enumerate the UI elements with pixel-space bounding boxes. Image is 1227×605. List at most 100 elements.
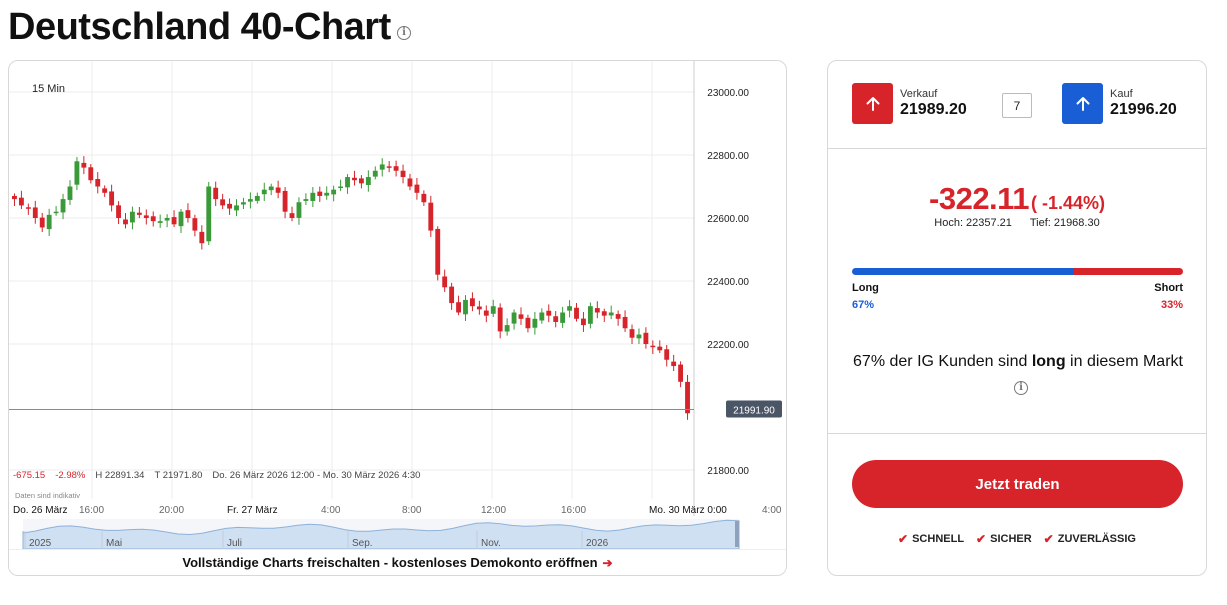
candlestick-chart[interactable]: 23000.00 22800.00 22600.00 22400.00 22200.00…	[9, 61, 787, 576]
candle-body	[289, 213, 295, 218]
y-tick-label: 22600.00	[707, 214, 749, 225]
y-tick-label: 22400.00	[707, 277, 749, 288]
candle-body	[130, 211, 135, 223]
candle-body	[428, 202, 434, 231]
candle-body	[317, 191, 323, 196]
candle-body	[310, 192, 316, 201]
x-tick-label: 4:00	[762, 505, 782, 516]
candle-body	[490, 306, 496, 314]
buy-button[interactable]	[1062, 83, 1103, 124]
sell-box[interactable]: Verkauf 21989.20	[852, 83, 967, 124]
candle-body	[39, 217, 45, 228]
x-tick-label: Fr. 27 März	[227, 505, 278, 516]
low-label: Tief:	[1029, 217, 1051, 229]
candle-body	[414, 184, 420, 193]
candle-body	[143, 215, 149, 218]
x-tick-label: 4:00	[321, 505, 341, 516]
candle-body	[470, 298, 475, 307]
candle-body	[379, 164, 385, 170]
trust-badges: ✔ SCHNELL ✔ SICHER ✔ ZUVERLÄSSIG	[828, 532, 1206, 546]
arrow-up-icon	[1076, 96, 1089, 111]
x-tick-label: Mo. 30 März 0:00	[649, 505, 727, 516]
divider	[828, 433, 1206, 434]
candle-body	[358, 178, 364, 184]
candle-body	[567, 306, 572, 311]
check-icon: ✔	[898, 532, 909, 546]
sentiment-short-fill	[1073, 268, 1183, 275]
unlock-charts-link[interactable]: Vollständige Charts freischalten - koste…	[9, 549, 786, 575]
candle-body	[407, 178, 413, 187]
candle-body	[338, 186, 344, 188]
sell-button[interactable]	[852, 83, 893, 124]
candle-body	[643, 332, 649, 344]
candle-body	[449, 286, 455, 304]
candle-body	[18, 197, 24, 206]
candle-body	[53, 211, 59, 214]
candle-body	[116, 205, 121, 218]
candle-body	[400, 170, 406, 178]
candle-body	[275, 187, 281, 193]
candle-body	[185, 210, 191, 218]
candle-body	[629, 329, 635, 338]
stats-change-pct: -2.98%	[55, 470, 86, 481]
long-label: Long	[852, 282, 879, 294]
navigator-handle	[735, 521, 739, 547]
candle-body	[393, 166, 399, 171]
sentiment-text: 67% der IG Kunden sind long in diesem Ma…	[853, 353, 1183, 395]
high-value: 22357.21	[966, 217, 1012, 229]
candle-body	[560, 312, 566, 323]
candle-body	[365, 177, 371, 185]
high-label: Hoch:	[934, 217, 964, 229]
candle-body	[220, 199, 226, 206]
page-title: Deutschland 40-Chart i	[8, 6, 411, 49]
chart-card: 23000.00 22800.00 22600.00 22400.00 22200.00…	[8, 60, 787, 576]
candle-body	[74, 161, 80, 185]
price-row: Verkauf 21989.20 7 Kauf 21996.20	[828, 61, 1206, 149]
chart-stats: -675.15 -2.98% H 22891.34 T 21971.80 Do.…	[13, 470, 420, 481]
candle-body	[601, 311, 607, 316]
change-pct: ( -1.44%)	[1030, 193, 1105, 213]
navigator-area	[22, 519, 740, 550]
candle-body	[518, 314, 524, 319]
candle-body	[282, 190, 288, 212]
buy-label: Kauf	[1110, 88, 1133, 100]
current-price-badge	[726, 400, 782, 418]
trade-now-button[interactable]: Jetzt traden	[852, 460, 1183, 508]
candle-body	[608, 312, 614, 316]
candle-body	[88, 167, 94, 181]
candle-body	[164, 218, 170, 221]
buy-box[interactable]: Kauf 21996.20	[1062, 83, 1177, 124]
x-tick-label: 8:00	[402, 505, 422, 516]
candle-body	[574, 307, 579, 319]
x-tick-label: 16:00	[561, 505, 586, 516]
candle-body	[525, 317, 531, 329]
spread-value: 7	[1002, 93, 1032, 118]
candle-body	[504, 325, 510, 332]
info-icon[interactable]: i	[1014, 380, 1028, 395]
candle-body	[12, 195, 17, 200]
info-icon[interactable]: i	[396, 25, 411, 40]
candle-body	[178, 211, 184, 227]
candle-body	[511, 312, 517, 324]
candle-body	[650, 345, 656, 348]
navigator-label: Nov.	[481, 538, 501, 549]
candle-body	[615, 314, 621, 319]
candle-body	[442, 276, 448, 288]
candle-body	[254, 195, 260, 201]
low-value: 21968.30	[1053, 217, 1100, 229]
badge-secure: ✔ SICHER	[976, 532, 1032, 546]
navigator-label: 2026	[586, 538, 609, 549]
high-low: Hoch: 22357.21 Tief: 21968.30	[828, 217, 1206, 229]
stats-high: H 22891.34	[95, 470, 145, 481]
candle-body	[463, 299, 468, 315]
interval-label[interactable]: 15 Min	[32, 83, 66, 95]
x-tick-label: 12:00	[481, 505, 506, 516]
candle-body	[546, 310, 552, 316]
check-icon: ✔	[976, 532, 987, 546]
candle-body	[636, 334, 642, 339]
candle-body	[32, 207, 38, 218]
candle-body	[136, 212, 142, 215]
candle-body	[95, 179, 101, 187]
x-tick-label: 16:00	[79, 505, 104, 516]
arrow-right-icon: ➔	[602, 555, 613, 570]
